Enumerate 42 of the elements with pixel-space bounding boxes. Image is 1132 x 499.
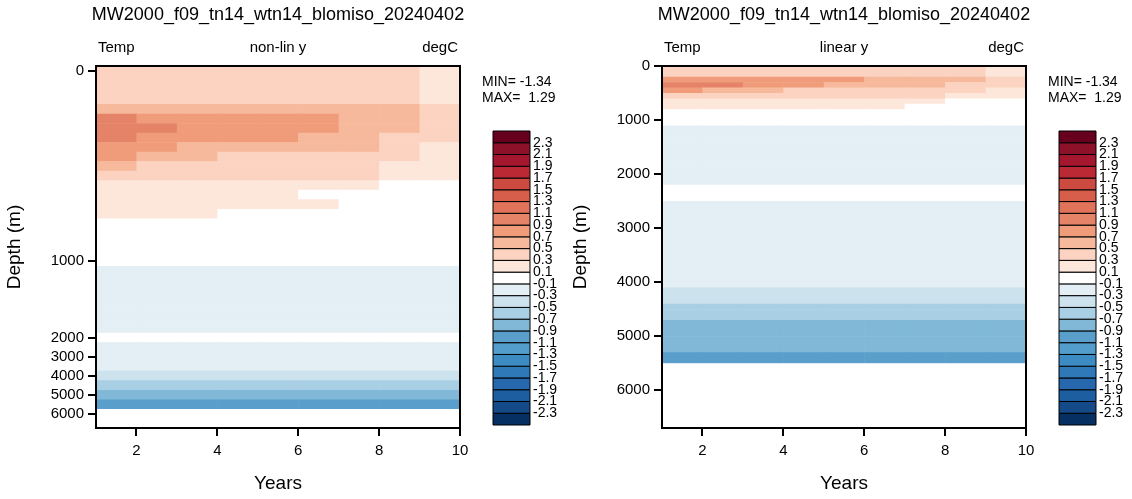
y-tick-label: 4000: [616, 272, 650, 290]
x-tick-label: 8: [374, 441, 384, 459]
color-bar-label: -2.3: [1099, 404, 1124, 421]
x-tick-label: 10: [451, 441, 469, 459]
y-tick-label: 3000: [50, 346, 84, 364]
y-tick-label: 6000: [50, 403, 84, 421]
text: MAX= 1.29: [1048, 89, 1122, 105]
x-tick-label: 6: [294, 441, 303, 459]
y-tick-label: 6000: [616, 380, 650, 398]
chart-title: MW2000_f09_tn14_wtn14_blomiso_20240402: [657, 4, 1031, 25]
y-tick-label: 4000: [50, 365, 84, 383]
text: Temp: [98, 38, 135, 55]
y-tick-label: 1000: [50, 251, 84, 269]
x-axis-title: Years: [820, 471, 868, 493]
y-tick-label: 2000: [616, 164, 650, 182]
y-axis-title: Depth (m): [3, 204, 24, 290]
text: MIN= -1.34: [482, 73, 552, 89]
y-tick-label: 1000: [616, 110, 650, 128]
text: degC: [422, 38, 459, 55]
y-tick-label: 5000: [50, 384, 84, 402]
text: linear y: [819, 38, 869, 55]
x-tick-label: 8: [940, 441, 950, 459]
x-tick-label: 4: [213, 441, 222, 459]
x-tick-label: 4: [779, 441, 788, 459]
x-tick-label: 2: [132, 441, 141, 459]
y-tick-label: 2000: [50, 327, 84, 345]
x-tick-label: 6: [860, 441, 869, 459]
y-tick-label: 3000: [616, 218, 650, 236]
text: degC: [988, 38, 1025, 55]
x-tick-label: 2: [698, 441, 707, 459]
y-tick-label: 0: [641, 56, 650, 74]
x-tick-label: 10: [1017, 441, 1035, 459]
color-bar-label: -2.3: [533, 404, 558, 421]
text: MIN= -1.34: [1048, 73, 1118, 89]
chart-title: MW2000_f09_tn14_wtn14_blomiso_20240402: [91, 4, 465, 25]
y-axis-title: Depth (m): [569, 204, 590, 290]
text: MAX= 1.29: [482, 89, 556, 105]
text: non-lin y: [249, 38, 307, 55]
x-axis-title: Years: [254, 471, 302, 493]
y-tick-label: 0: [75, 60, 84, 78]
y-tick-label: 5000: [616, 326, 650, 344]
text: Temp: [664, 38, 701, 55]
